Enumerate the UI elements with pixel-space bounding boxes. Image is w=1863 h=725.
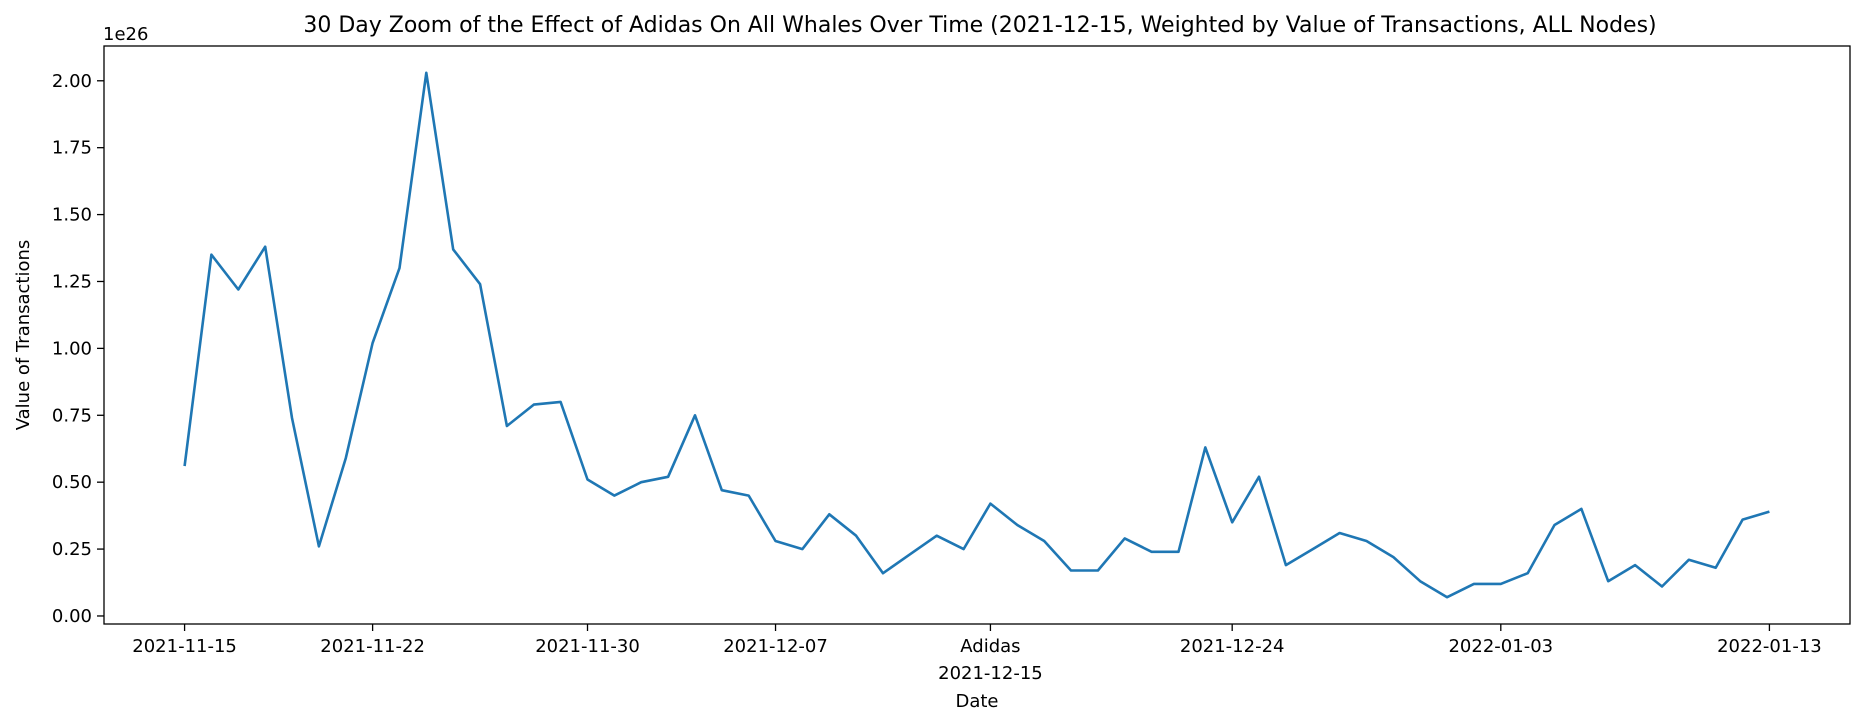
x-axis-ticks: 2021-11-15 2021-11-22 2021-11-30 2021-12-07…: [132, 624, 1822, 657]
y-tick-label: 0.25: [52, 539, 92, 560]
y-axis-ticks: 0.00 0.25 0.50 0.75 1.00 1.25 1.50 1.75 2.00: [52, 71, 104, 627]
y-tick-label: 0.75: [52, 405, 92, 426]
y-tick-label: 2.00: [52, 71, 92, 92]
x-tick-label: 2021-12-07: [723, 636, 828, 657]
x-tick-label: Adidas: [960, 636, 1020, 657]
y-tick-label: 0.50: [52, 472, 92, 493]
x-tick-label: 2022-01-13: [1717, 636, 1822, 657]
plot-area: [183, 71, 1770, 599]
x-tick-label: 2021-11-15: [132, 636, 237, 657]
x-tick-label: 2022-01-03: [1448, 636, 1553, 657]
y-tick-label: 0.00: [52, 606, 92, 627]
y-tick-label: 1.50: [52, 205, 92, 226]
y-tick-label: 1.00: [52, 338, 92, 359]
event-date-label: 2021-12-15: [938, 663, 1043, 684]
chart-title: 30 Day Zoom of the Effect of Adidas On A…: [303, 13, 1656, 38]
y-tick-label: 1.75: [52, 138, 92, 159]
x-tick-label: 2021-12-24: [1180, 636, 1285, 657]
x-tick-label: 2021-11-22: [320, 636, 425, 657]
axes-frame: [103, 45, 1851, 625]
x-axis-label: Date: [955, 691, 998, 712]
series-line-0: [183, 71, 1770, 599]
y-axis-offset-label: 1e26: [103, 24, 148, 45]
y-axis-label: Value of Transactions: [13, 240, 34, 431]
x-tick-label: 2021-11-30: [535, 636, 640, 657]
y-tick-label: 1.25: [52, 271, 92, 292]
